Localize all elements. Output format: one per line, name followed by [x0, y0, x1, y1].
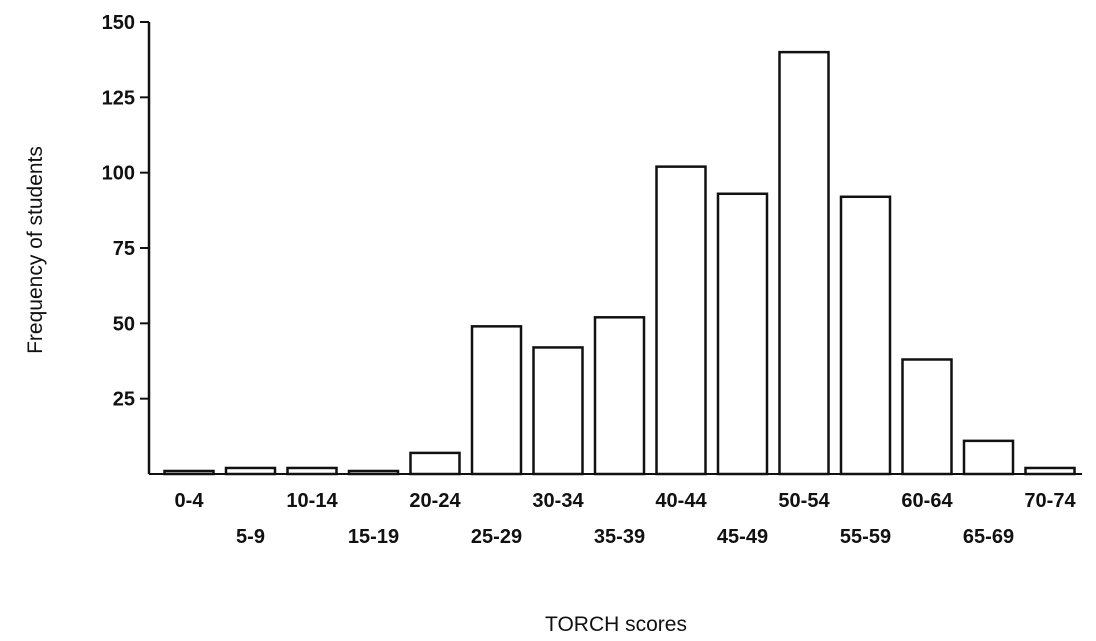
x-tick-label: 5-9 [236, 526, 265, 548]
bar-70-74 [1024, 466, 1076, 476]
x-axis-title: TORCH scores [545, 613, 687, 636]
bar-5-9 [224, 466, 277, 476]
x-tick-label: 10-14 [286, 490, 338, 512]
bar-30-34 [532, 346, 584, 476]
y-tick-label: 75 [113, 238, 135, 260]
bar-65-69 [962, 439, 1015, 476]
x-tick-label: 65-69 [963, 526, 1014, 548]
x-tick-label: 45-49 [717, 526, 768, 548]
x-tick-label: 30-34 [532, 490, 584, 512]
bar-35-39 [593, 316, 646, 476]
y-tick-label: 50 [113, 313, 135, 335]
y-tick-label: 100 [102, 163, 135, 185]
x-tick-label: 40-44 [655, 490, 707, 512]
y-axis-ticks: 25 50 75 100 125 150 [102, 12, 149, 411]
x-tick-label: 15-19 [348, 526, 399, 548]
x-tick-label: 25-29 [471, 526, 522, 548]
bar-55-59 [839, 195, 892, 476]
x-tick-label: 20-24 [409, 490, 461, 512]
x-tick-label: 0-4 [175, 490, 205, 512]
bar-45-49 [716, 192, 769, 476]
x-tick-label: 50-54 [778, 490, 830, 512]
bar-60-64 [901, 358, 953, 476]
x-tick-label: 55-59 [840, 526, 891, 548]
x-tick-label: 35-39 [594, 526, 645, 548]
y-tick-label: 125 [102, 87, 135, 109]
bar-25-29 [470, 325, 523, 476]
bar-40-44 [655, 165, 707, 476]
bar-20-24 [409, 451, 461, 476]
bar-50-54 [778, 50, 830, 476]
x-tick-label: 70-74 [1024, 490, 1076, 512]
bar-0-4 [163, 469, 215, 476]
bars-group [163, 50, 1076, 476]
y-tick-label: 25 [113, 389, 135, 411]
bar-15-19 [347, 469, 400, 476]
bar-10-14 [286, 466, 338, 476]
x-tick-label: 60-64 [901, 490, 953, 512]
y-axis-title: Frequency of students [24, 146, 47, 354]
x-axis-tick-labels: 0-4 5-9 10-14 15-19 20-24 25-29 30-34 35-39 40-4… [175, 490, 1077, 548]
y-tick-label: 150 [102, 12, 135, 34]
